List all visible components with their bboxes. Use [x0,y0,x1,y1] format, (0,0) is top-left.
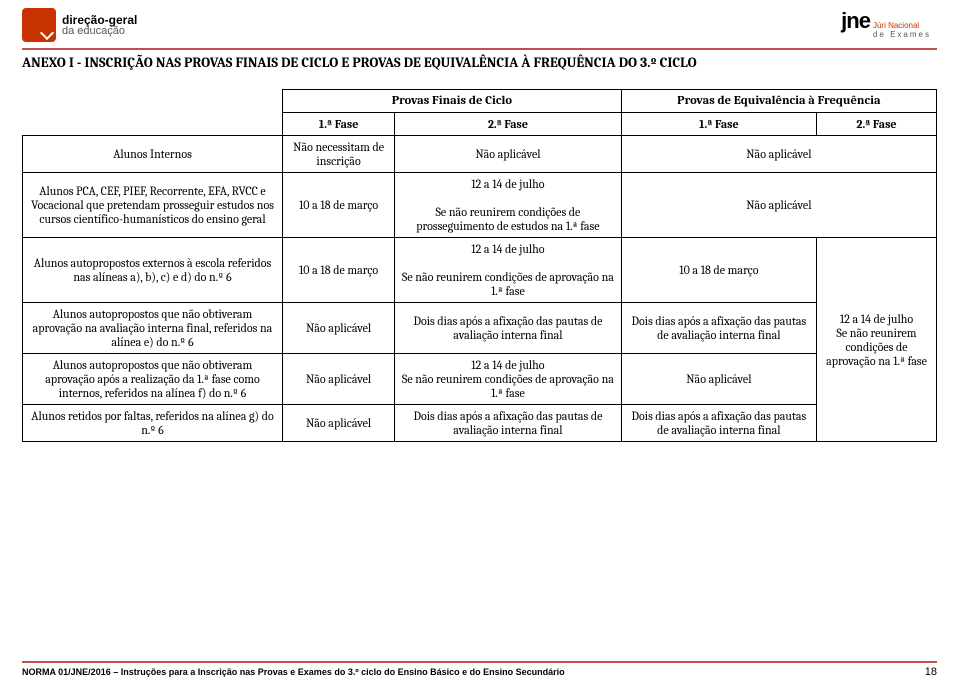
table-row: Alunos autopropostos que não obtiveram a… [23,354,937,405]
row-label: Alunos Internos [23,136,283,173]
col-phase-2: 2.ª Fase [395,113,622,136]
cell: Não aplicável [621,173,936,238]
footer-text: NORMA 01/JNE/2016 – Instruções para a In… [22,667,565,677]
col-phase-4: 2.ª Fase [817,113,937,136]
cell: 12 a 14 de julho Se não reunirem condiçõ… [395,354,622,405]
cell: Não aplicável [283,354,395,405]
cell: Não aplicável [283,405,395,442]
logo-jne: jne Júri Nacional de Exames [841,8,931,39]
table-corner [23,90,283,136]
col-group-2: Provas de Equivalência à Frequência [621,90,936,113]
cell: Não aplicável [395,136,622,173]
cell: 10 a 18 de março [283,238,395,303]
table-row: Alunos autopropostos externos à escola r… [23,238,937,303]
row-label: Alunos autopropostos que não obtiveram a… [23,354,283,405]
row-label: Alunos retidos por faltas, referidos na … [23,405,283,442]
cell: 12 a 14 de julho Se não reunirem condiçõ… [395,173,622,238]
logo-dge-icon [22,8,56,42]
col-phase-1: 1.ª Fase [283,113,395,136]
cell-merged-phase2: 12 a 14 de julho Se não reunirem condiçõ… [817,238,937,442]
cell: Não aplicável [621,136,936,173]
logo-dge: direção-geral da educação [22,8,137,42]
logo-jne-tag2: de Exames [873,30,931,39]
footer: NORMA 01/JNE/2016 – Instruções para a In… [22,661,937,678]
cell: Dois dias após a afixação das pautas de … [395,405,622,442]
row-label: Alunos autopropostos externos à escola r… [23,238,283,303]
table-row: Alunos PCA, CEF, PIEF, Recorrente, EFA, … [23,173,937,238]
logo-dge-line1: direção-geral [62,14,137,26]
row-label: Alunos autopropostos que não obtiveram a… [23,303,283,354]
cell: Dois dias após a afixação das pautas de … [621,303,816,354]
col-phase-3: 1.ª Fase [621,113,816,136]
header-logos: direção-geral da educação jne Júri Nacio… [0,0,959,46]
page-number: 18 [925,666,937,678]
cell: Não aplicável [283,303,395,354]
row-label: Alunos PCA, CEF, PIEF, Recorrente, EFA, … [23,173,283,238]
cell: Dois dias após a afixação das pautas de … [621,405,816,442]
cell: Não necessitam de inscrição [283,136,395,173]
cell: 10 a 18 de março [283,173,395,238]
cell: 12 a 14 de julho Se não reunirem condiçõ… [395,238,622,303]
col-group-1: Provas Finais de Ciclo [283,90,622,113]
logo-jne-text: jne [841,8,870,34]
cell: 10 a 18 de março [621,238,816,303]
logo-jne-tag1: Júri Nacional [873,22,931,30]
table-row: Alunos autopropostos que não obtiveram a… [23,303,937,354]
logo-dge-line2: da educação [62,26,137,37]
page-title: ANEXO I - INSCRIÇÃO NAS PROVAS FINAIS DE… [22,48,937,71]
cell: Não aplicável [621,354,816,405]
enrollment-table-wrap: Provas Finais de Ciclo Provas de Equival… [0,71,959,442]
cell: Dois dias após a afixação das pautas de … [395,303,622,354]
table-row: Alunos retidos por faltas, referidos na … [23,405,937,442]
enrollment-table: Provas Finais de Ciclo Provas de Equival… [22,89,937,442]
table-row: Alunos Internos Não necessitam de inscri… [23,136,937,173]
